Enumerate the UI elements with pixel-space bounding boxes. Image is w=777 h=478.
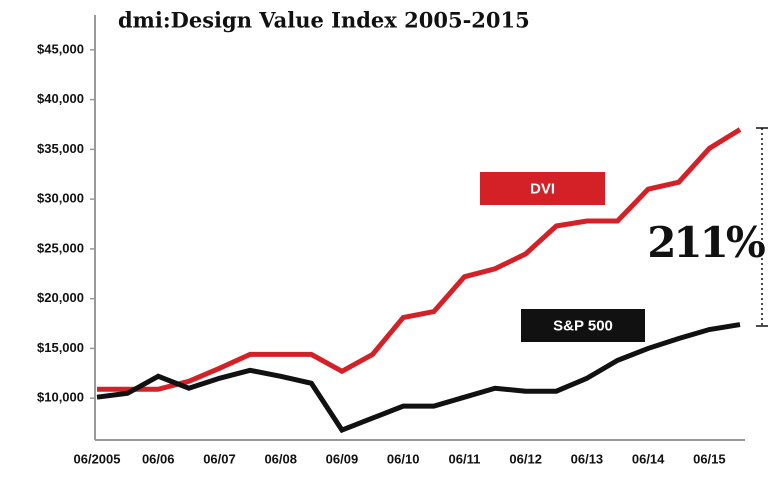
legend-box	[480, 172, 605, 205]
x-tick-label: 06/12	[509, 451, 542, 466]
growth-annotation: 211%	[647, 218, 765, 267]
x-tick-label: 06/13	[571, 451, 604, 466]
x-tick-label: 06/14	[632, 451, 665, 466]
x-tick-label: 06/2005	[74, 451, 121, 466]
y-tick-label: $15,000	[37, 340, 84, 355]
y-tick-label: $25,000	[37, 240, 84, 255]
y-tick-label: $45,000	[37, 41, 84, 56]
legend-box	[521, 309, 645, 342]
legend-label: S&P 500	[553, 317, 613, 334]
x-tick-label: 06/10	[387, 451, 420, 466]
x-tick-label: 06/09	[326, 451, 359, 466]
series-line	[96, 322, 741, 434]
x-tick-label: 06/15	[693, 451, 726, 466]
y-tick-label: $10,000	[37, 390, 84, 405]
y-tick-label: $30,000	[37, 191, 84, 206]
y-tick-label: $20,000	[37, 290, 84, 305]
legend-label: DVI	[530, 180, 555, 197]
x-tick-label: 06/07	[203, 451, 236, 466]
chart-title: dmi:Design Value Index 2005-2015	[118, 8, 530, 33]
x-tick-label: 06/06	[142, 451, 175, 466]
x-tick-label: 06/11	[449, 451, 481, 466]
y-tick-label: $40,000	[37, 91, 84, 106]
series-line	[97, 127, 742, 392]
x-tick-label: 06/08	[264, 451, 297, 466]
y-tick-label: $35,000	[37, 141, 84, 156]
